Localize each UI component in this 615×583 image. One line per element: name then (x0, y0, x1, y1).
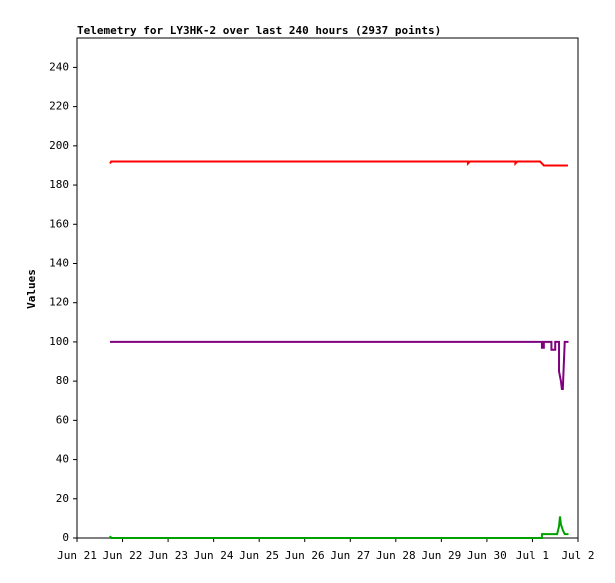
x-tick-label: Jul 1 (516, 549, 549, 562)
x-tick-label: Jul 2 (561, 549, 594, 562)
x-tick-label: Jun 27 (330, 549, 370, 562)
y-tick-label: 60 (56, 413, 69, 426)
x-tick-label: Jun 30 (467, 549, 507, 562)
series-line (110, 340, 569, 390)
x-tick-label: Jun 29 (421, 549, 461, 562)
y-tick-label: 180 (49, 178, 69, 191)
series-line (109, 516, 569, 539)
y-tick-label: 80 (56, 374, 69, 387)
x-tick-label: Jun 26 (285, 549, 325, 562)
y-tick-label: 220 (49, 100, 69, 113)
y-tick-label: 40 (56, 453, 69, 466)
x-tick-label: Jun 28 (376, 549, 416, 562)
x-tick-label: Jun 21 (57, 549, 97, 562)
series-line (109, 160, 568, 167)
y-tick-label: 0 (62, 531, 69, 544)
y-tick-label: 140 (49, 256, 69, 269)
y-tick-label: 100 (49, 335, 69, 348)
y-tick-label: 200 (49, 139, 69, 152)
y-tick-label: 120 (49, 296, 69, 309)
y-tick-label: 20 (56, 492, 69, 505)
plot-frame (76, 37, 579, 539)
y-axis-label: Values (25, 269, 38, 309)
y-tick-label: 160 (49, 217, 69, 230)
x-tick-label: Jun 22 (103, 549, 143, 562)
chart-title: Telemetry for LY3HK-2 over last 240 hour… (77, 24, 441, 37)
x-tick-label: Jun 23 (148, 549, 188, 562)
x-tick-label: Jun 24 (194, 549, 234, 562)
x-tick-label: Jun 25 (239, 549, 279, 562)
y-tick-label: 240 (49, 60, 69, 73)
